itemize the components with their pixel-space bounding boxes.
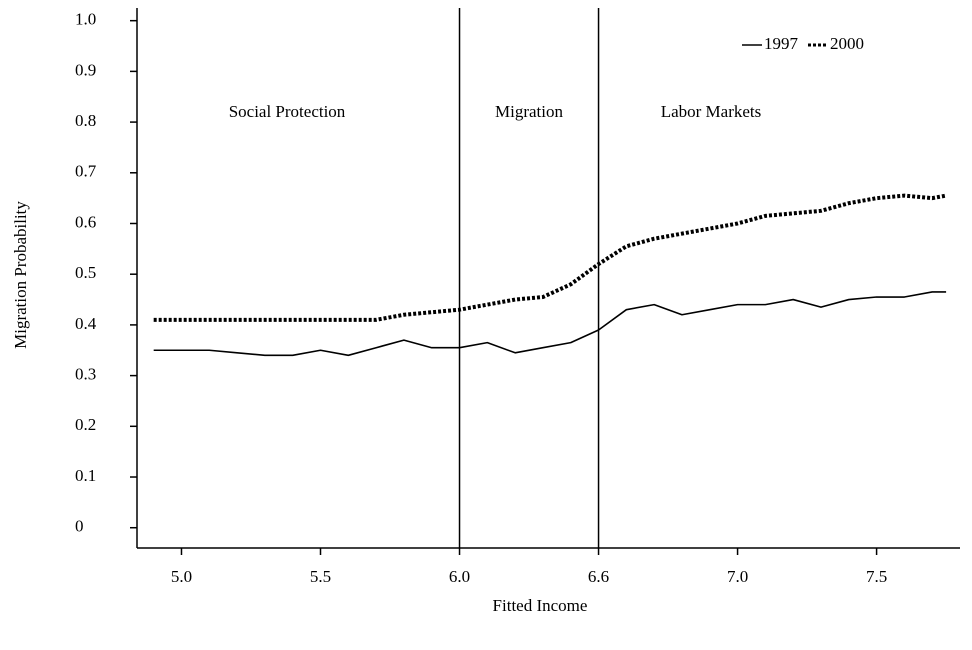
x-tick-label: 6.6 (588, 567, 609, 586)
annotation: Labor Markets (661, 102, 762, 121)
legend-label: 1997 (764, 34, 799, 53)
y-tick-label: 0.9 (75, 60, 96, 79)
y-tick-label: 0.6 (75, 212, 96, 231)
series-line (153, 193, 947, 322)
y-tick-label: 0.2 (75, 415, 96, 434)
y-tick-label: 0.4 (75, 314, 97, 333)
y-tick-label: 0.3 (75, 365, 96, 384)
y-axis-label: Migration Probability (11, 201, 30, 349)
y-tick-label: 0 (75, 517, 84, 536)
annotation: Social Protection (229, 102, 346, 121)
x-tick-label: 7.5 (866, 567, 887, 586)
y-tick-label: 0.8 (75, 111, 96, 130)
y-tick-label: 1.0 (75, 10, 96, 29)
y-tick-label: 0.7 (75, 162, 97, 181)
legend-label: 2000 (830, 34, 864, 53)
x-tick-label: 5.5 (310, 567, 331, 586)
annotation: Migration (495, 102, 563, 121)
x-tick-label: 5.0 (171, 567, 192, 586)
x-tick-label: 7.0 (727, 567, 748, 586)
y-tick-label: 0.1 (75, 466, 96, 485)
x-axis-label: Fitted Income (493, 596, 588, 615)
x-tick-label: 6.0 (449, 567, 470, 586)
series-line (153, 291, 947, 357)
y-tick-label: 0.5 (75, 263, 96, 282)
